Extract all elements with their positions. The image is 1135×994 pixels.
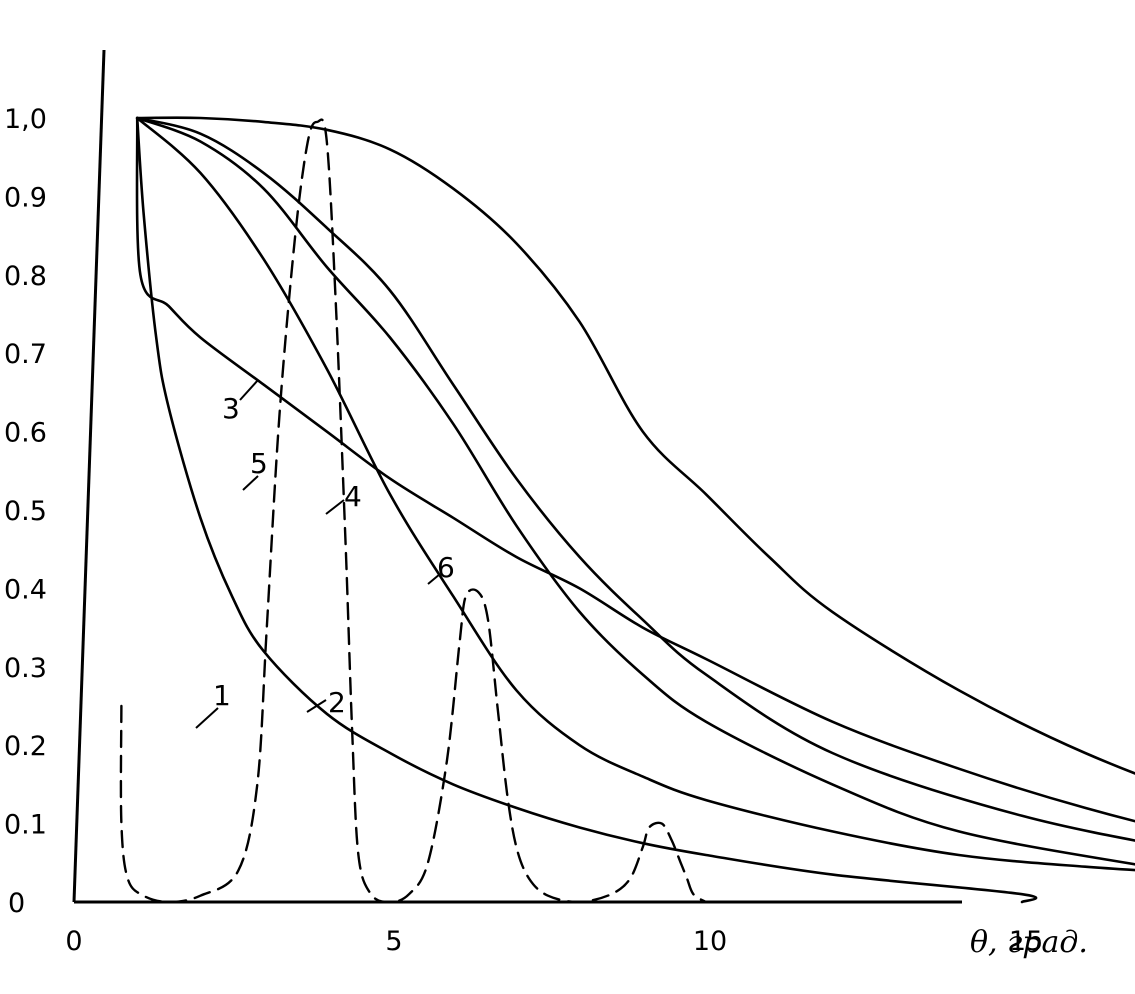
curve-4-label: 4 <box>344 480 362 513</box>
curve-5-leader <box>242 475 259 491</box>
curve-6-line <box>135 116 1135 775</box>
curve-2-label: 2 <box>328 686 346 719</box>
y-tick-label: 0.7 <box>4 339 47 370</box>
dashed-diffraction-curve <box>119 118 708 904</box>
y-tick-label: 0.3 <box>4 653 47 684</box>
curve-4-line <box>135 116 1135 842</box>
y-tick-labels: 0 0.1 0.2 0.3 0.4 0.5 0.6 0.7 0.8 0.9 1,0 <box>4 104 47 919</box>
x-tick-label: 0 <box>65 926 82 957</box>
curve-6-leader <box>427 573 441 585</box>
curve-5-line <box>135 116 1135 823</box>
y-axis <box>72 49 106 903</box>
curve-4-leader <box>325 499 345 515</box>
x-tick-labels: 0510152025 <box>65 926 1043 957</box>
y-tick-label: 0.2 <box>4 731 47 762</box>
curve-2-line <box>135 116 1135 872</box>
curve-1-label: 1 <box>213 679 231 712</box>
y-tick-label: 0 <box>8 888 25 919</box>
series-layer <box>119 116 1135 904</box>
curve-3-leader <box>239 379 259 401</box>
curve-1-line <box>135 116 1038 904</box>
x-axis-title: θ, град. <box>970 925 1088 960</box>
curve-labels: 1 2 3 4 5 6 <box>195 379 455 729</box>
axes <box>72 49 962 904</box>
y-tick-label: 0.9 <box>4 182 47 213</box>
curve-1-leader <box>195 707 219 729</box>
y-tick-label: 0.1 <box>4 810 47 841</box>
curve-2-leader <box>306 699 327 713</box>
curve-5-label: 5 <box>250 447 268 480</box>
x-tick-label: 10 <box>693 926 727 957</box>
x-tick-label: 5 <box>385 926 402 957</box>
x-tick-label: 15 <box>1009 926 1043 957</box>
curve-6-label: 6 <box>437 551 455 584</box>
curve-3-label: 3 <box>222 392 240 425</box>
curve-3-line <box>135 116 1135 866</box>
y-tick-label: 0.4 <box>4 574 47 605</box>
y-tick-label: 0.6 <box>4 418 47 449</box>
y-tick-label: 1,0 <box>4 104 47 135</box>
y-tick-label: 0.5 <box>4 496 47 527</box>
y-tick-label: 0.8 <box>4 261 47 292</box>
